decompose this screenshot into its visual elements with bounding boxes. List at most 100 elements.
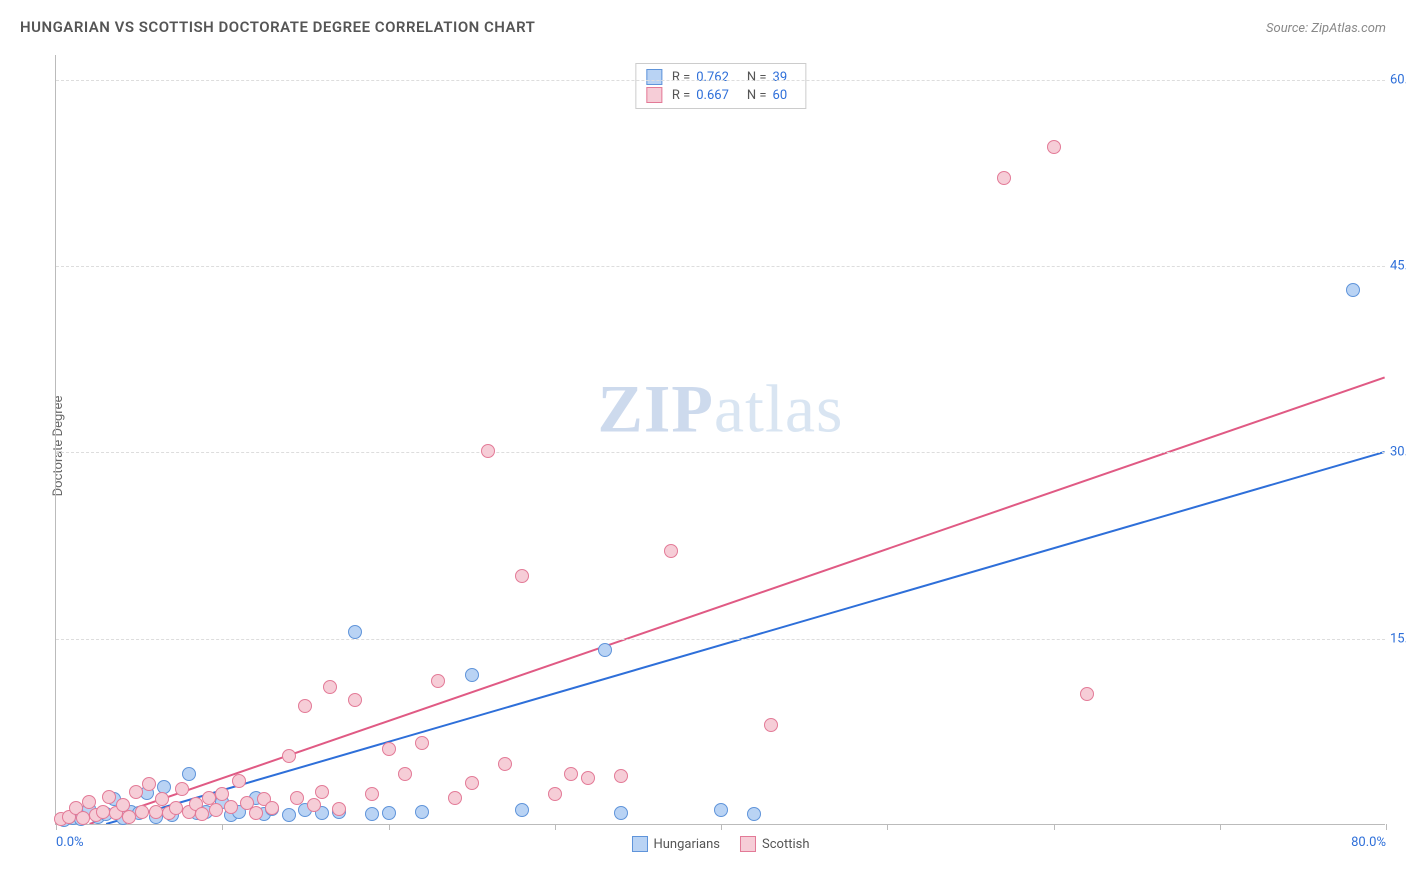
scatter-point xyxy=(415,805,429,819)
trend-lines xyxy=(56,55,1385,824)
y-tick-label: 45.0% xyxy=(1390,259,1406,274)
chart-title: HUNGARIAN VS SCOTTISH DOCTORATE DEGREE C… xyxy=(20,18,535,36)
scatter-point xyxy=(448,791,462,805)
scatter-point xyxy=(614,806,628,820)
scatter-point xyxy=(323,680,337,694)
x-tick-label: 0.0% xyxy=(56,835,84,850)
scatter-point xyxy=(481,444,495,458)
legend-swatch xyxy=(740,836,756,852)
scatter-point xyxy=(224,800,238,814)
stat-n-label: N = xyxy=(747,88,767,103)
scatter-point xyxy=(598,643,612,657)
scatter-point xyxy=(76,811,90,825)
scatter-point xyxy=(365,787,379,801)
scatter-point xyxy=(249,806,263,820)
scatter-point xyxy=(265,801,279,815)
scatter-point xyxy=(282,808,296,822)
scatter-point xyxy=(614,769,628,783)
x-tick xyxy=(1220,824,1221,830)
scatter-point xyxy=(581,771,595,785)
scatter-point xyxy=(664,544,678,558)
scatter-point xyxy=(997,171,1011,185)
scatter-point xyxy=(195,807,209,821)
scatter-point xyxy=(465,668,479,682)
scatter-point xyxy=(415,736,429,750)
scatter-point xyxy=(307,798,321,812)
scatter-point xyxy=(398,767,412,781)
legend-series: Hungarians Scottish xyxy=(631,836,809,852)
scatter-point xyxy=(282,749,296,763)
x-tick xyxy=(555,824,556,830)
watermark: ZIPatlas xyxy=(598,369,844,448)
y-tick-label: 60.0% xyxy=(1390,72,1406,87)
y-tick-label: 30.0% xyxy=(1390,445,1406,460)
legend-stat-row: R = 0.762 N = 39 xyxy=(646,68,795,86)
stat-r-label: R = xyxy=(672,88,690,103)
scatter-point xyxy=(175,782,189,796)
x-tick xyxy=(1386,824,1387,830)
scatter-point xyxy=(348,625,362,639)
scatter-point xyxy=(431,674,445,688)
scatter-point xyxy=(1346,283,1360,297)
scatter-point xyxy=(169,801,183,815)
stat-n-value: 60 xyxy=(773,88,788,103)
legend-swatch xyxy=(646,87,662,103)
scatter-point xyxy=(515,569,529,583)
title-bar: HUNGARIAN VS SCOTTISH DOCTORATE DEGREE C… xyxy=(20,18,1386,36)
scatter-point xyxy=(515,803,529,817)
legend-series-label: Hungarians xyxy=(653,837,720,852)
scatter-point xyxy=(564,767,578,781)
gridline xyxy=(56,266,1385,267)
scatter-point xyxy=(714,803,728,817)
scatter-point xyxy=(1080,687,1094,701)
legend-series-item: Hungarians xyxy=(631,836,720,852)
scatter-point xyxy=(102,790,116,804)
scatter-point xyxy=(348,693,362,707)
x-tick xyxy=(389,824,390,830)
gridline xyxy=(56,80,1385,81)
x-tick xyxy=(1054,824,1055,830)
scatter-point xyxy=(122,810,136,824)
x-tick xyxy=(721,824,722,830)
scatter-point xyxy=(135,805,149,819)
scatter-point xyxy=(232,774,246,788)
scatter-point xyxy=(82,795,96,809)
scatter-point xyxy=(465,776,479,790)
scatter-point xyxy=(155,792,169,806)
gridline xyxy=(56,639,1385,640)
x-tick-label: 80.0% xyxy=(1351,835,1386,850)
scatter-point xyxy=(498,757,512,771)
stat-r-label: R = xyxy=(672,70,690,85)
x-tick xyxy=(222,824,223,830)
stat-r-value: 0.667 xyxy=(696,88,729,103)
y-tick-label: 15.0% xyxy=(1390,631,1406,646)
scatter-point xyxy=(182,767,196,781)
legend-stats: R = 0.762 N = 39 R = 0.667 N = 60 xyxy=(635,63,806,109)
legend-stat-row: R = 0.667 N = 60 xyxy=(646,86,795,104)
scatter-point xyxy=(290,791,304,805)
scatter-point xyxy=(149,805,163,819)
plot-area: ZIPatlas R =0.762N =39R =0.667N =60 Hung… xyxy=(55,55,1385,825)
scatter-point xyxy=(382,742,396,756)
legend-series-item: Scottish xyxy=(740,836,809,852)
scatter-point xyxy=(209,803,223,817)
scatter-point xyxy=(382,806,396,820)
stat-n-label: N = xyxy=(747,70,767,85)
scatter-point xyxy=(548,787,562,801)
scatter-point xyxy=(142,777,156,791)
scatter-point xyxy=(764,718,778,732)
scatter-point xyxy=(96,805,110,819)
scatter-point xyxy=(129,785,143,799)
stat-r-value: 0.762 xyxy=(696,70,729,85)
scatter-point xyxy=(365,807,379,821)
scatter-point xyxy=(747,807,761,821)
source-label: Source: ZipAtlas.com xyxy=(1266,21,1386,36)
legend-swatch xyxy=(631,836,647,852)
x-tick xyxy=(887,824,888,830)
scatter-point xyxy=(298,699,312,713)
legend-swatch xyxy=(646,69,662,85)
legend-series-label: Scottish xyxy=(762,837,809,852)
stat-n-value: 39 xyxy=(773,70,788,85)
scatter-point xyxy=(332,802,346,816)
gridline xyxy=(56,452,1385,453)
